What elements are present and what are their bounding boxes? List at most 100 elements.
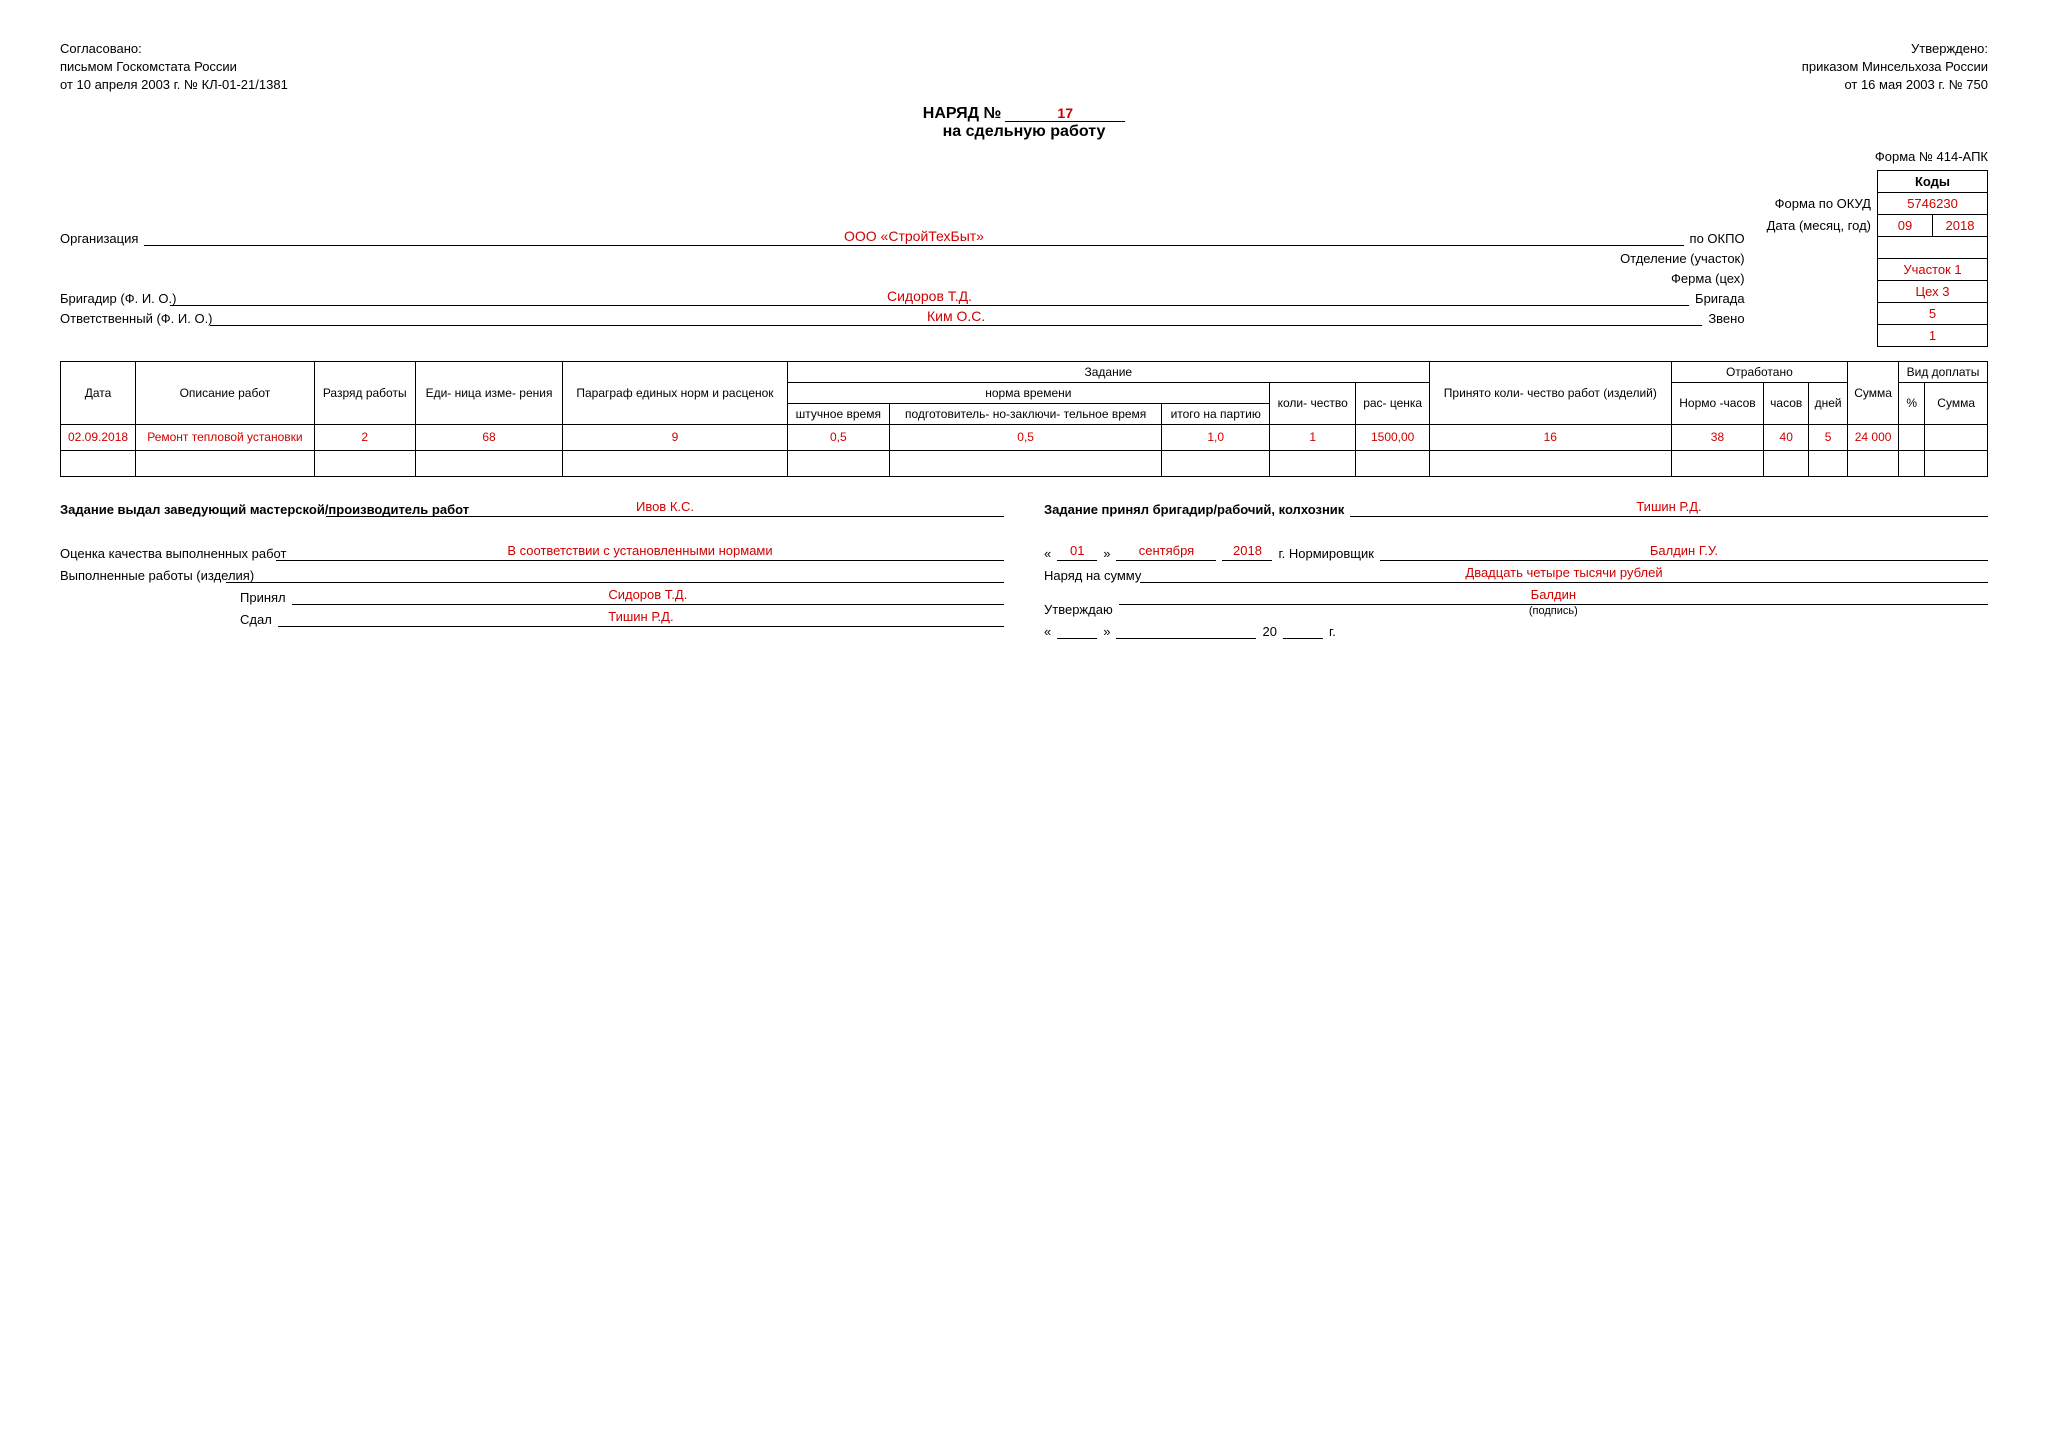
empty-year xyxy=(1283,621,1323,639)
done-value xyxy=(226,565,1004,583)
th-piece: штучное время xyxy=(787,403,890,424)
cell-accepted: 16 xyxy=(1430,424,1671,450)
th-norm: норма времени xyxy=(787,382,1270,403)
cell-empty xyxy=(1162,450,1270,476)
resp-row: Ответственный (Ф. И. О.) Ким О.С. Звено xyxy=(60,308,1751,326)
issued-value: Ивов К.С. xyxy=(326,499,1004,517)
th-para: Параграф единых норм и расценок xyxy=(563,361,787,424)
prinial-value: Сидоров Т.Д. xyxy=(292,587,1004,605)
cell-sum: 24 000 xyxy=(1848,424,1899,450)
org-row: Организация ООО «СтройТехБыт» по ОКПО xyxy=(60,228,1751,246)
year-prefix: 20 xyxy=(1262,624,1276,639)
cell-esum xyxy=(1925,424,1988,450)
resp-label: Ответственный (Ф. И. О.) xyxy=(60,311,210,326)
sdal-label: Сдал xyxy=(240,612,272,627)
cell-empty xyxy=(1671,450,1764,476)
ferma-label: Ферма (цех) xyxy=(1665,271,1751,286)
cell-empty xyxy=(1356,450,1430,476)
date-year: 2018 xyxy=(1933,214,1988,236)
cell-empty xyxy=(415,450,563,476)
th-sum: Сумма xyxy=(1848,361,1899,424)
main-table: Дата Описание работ Разряд работы Еди- н… xyxy=(60,361,1988,477)
signature-row-1: Задание выдал заведующий мастерской/прои… xyxy=(60,495,1988,521)
approve-value: Балдин xyxy=(1119,587,1988,605)
brigada-label: Бригада xyxy=(1689,291,1751,306)
done-label: Выполненные работы (изделия) xyxy=(60,568,220,583)
cell-piece: 0,5 xyxy=(787,424,890,450)
form-number: Форма № 414-АПК xyxy=(60,149,1988,164)
th-batch: итого на партию xyxy=(1162,403,1270,424)
accepted-value: Тишин Р.Д. xyxy=(1350,499,1988,517)
approval-left-1: Согласовано: xyxy=(60,40,288,58)
approve-label: Утверждаю xyxy=(1044,602,1113,617)
th-extra: Вид доплаты xyxy=(1898,361,1987,382)
okpo-label: по ОКПО xyxy=(1684,231,1751,246)
resp-value: Ким О.С. xyxy=(210,308,1702,326)
sdal-value: Тишин Р.Д. xyxy=(278,609,1004,627)
title-block: НАРЯД № 17 на сдельную работу xyxy=(60,105,1988,141)
approval-right-2: приказом Минсельхоза России xyxy=(1802,58,1988,76)
empty-month xyxy=(1116,621,1256,639)
brigadir-row: Бригадир (Ф. И. О.) Сидоров Т.Д. Бригада xyxy=(60,288,1751,306)
table-row xyxy=(61,450,1988,476)
cell-hours: 40 xyxy=(1764,424,1809,450)
approval-header: Согласовано: письмом Госкомстата России … xyxy=(60,40,1988,95)
cell-empty xyxy=(1764,450,1809,476)
th-unit: Еди- ница изме- рения xyxy=(415,361,563,424)
cell-empty xyxy=(1925,450,1988,476)
year-g: г. xyxy=(1329,624,1336,639)
org-value: ООО «СтройТехБыт» xyxy=(144,228,1683,246)
approve-caption: (подпись) xyxy=(1119,605,1988,617)
brigadir-value: Сидоров Т.Д. xyxy=(170,288,1689,306)
prinial-label: Принял xyxy=(240,590,286,605)
cell-empty xyxy=(61,450,136,476)
quality-value: В соответствии с установленными нормами xyxy=(276,543,1004,561)
issued-label: Задание выдал заведующий мастерской/прои… xyxy=(60,502,320,517)
cell-rate: 1500,00 xyxy=(1356,424,1430,450)
date-label: Дата (месяц, год) xyxy=(1759,214,1878,236)
th-task: Задание xyxy=(787,361,1430,382)
title-prefix: НАРЯД № xyxy=(923,105,1002,122)
cell-empty xyxy=(890,450,1162,476)
th-date: Дата xyxy=(61,361,136,424)
cell-empty xyxy=(1270,450,1356,476)
okpo-value xyxy=(1878,236,1988,258)
sig-date-month: сентября xyxy=(1116,543,1216,561)
cell-prep: 0,5 xyxy=(890,424,1162,450)
title-sub: на сдельную работу xyxy=(60,123,1988,141)
cell-days: 5 xyxy=(1809,424,1848,450)
order-sum-value: Двадцать четыре тысячи рублей xyxy=(1140,565,1988,583)
brigadir-label: Бригадир (Ф. И. О.) xyxy=(60,291,170,306)
cell-qty: 1 xyxy=(1270,424,1356,450)
otdel-row: Отделение (участок) xyxy=(60,248,1751,266)
okud-label: Форма по ОКУД xyxy=(1759,192,1878,214)
norm-value: Балдин Г.У. xyxy=(1380,543,1988,561)
approval-right: Утверждено: приказом Минсельхоза России … xyxy=(1802,40,1988,95)
th-days: дней xyxy=(1809,382,1848,424)
codes-table: Коды Форма по ОКУД5746230 Дата (месяц, г… xyxy=(1759,170,1988,347)
th-pct: % xyxy=(1898,382,1924,424)
th-accepted: Принято коли- чество работ (изделий) xyxy=(1430,361,1671,424)
cell-normhrs: 38 xyxy=(1671,424,1764,450)
approval-right-1: Утверждено: xyxy=(1802,40,1988,58)
zveno-label: Звено xyxy=(1702,311,1750,326)
th-desc: Описание работ xyxy=(136,361,315,424)
approval-right-3: от 16 мая 2003 г. № 750 xyxy=(1802,76,1988,94)
cell-date: 02.09.2018 xyxy=(61,424,136,450)
cell-empty xyxy=(314,450,415,476)
th-rate: рас- ценка xyxy=(1356,382,1430,424)
okud-value: 5746230 xyxy=(1878,192,1988,214)
org-label: Организация xyxy=(60,231,144,246)
cell-empty xyxy=(1809,450,1848,476)
sig-date-day: 01 xyxy=(1057,543,1097,561)
approval-left-3: от 10 апреля 2003 г. № КЛ-01-21/1381 xyxy=(60,76,288,94)
ferma-row: Ферма (цех) xyxy=(60,268,1751,286)
quote-open: « xyxy=(1044,546,1051,561)
brigada-value: 5 xyxy=(1878,302,1988,324)
cell-empty xyxy=(1430,450,1671,476)
order-sum-label: Наряд на сумму xyxy=(1044,568,1134,583)
otdel-label: Отделение (участок) xyxy=(1614,251,1751,266)
sig-date-year: 2018 xyxy=(1222,543,1272,561)
th-grade: Разряд работы xyxy=(314,361,415,424)
cell-desc: Ремонт тепловой установки xyxy=(136,424,315,450)
